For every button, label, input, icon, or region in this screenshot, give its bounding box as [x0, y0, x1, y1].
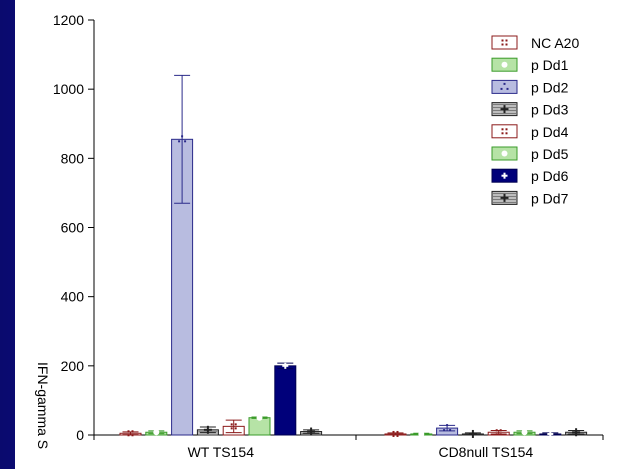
marker-dot	[396, 434, 399, 437]
y-tick-label: 0	[76, 427, 84, 443]
bar-p-dd7-wt	[300, 427, 323, 436]
marker-dot	[505, 132, 508, 135]
marker-bar	[503, 193, 506, 202]
bar-nc-a20-cd8null	[384, 430, 407, 437]
marker-dot	[392, 430, 395, 433]
marker-dot	[446, 424, 449, 427]
marker-dot	[499, 429, 502, 432]
legend-label: p Dd7	[531, 190, 569, 206]
bar-p-dd3-wt	[196, 425, 219, 436]
legend: NC A20 p Dd1 p Dd2 p Dd3 p Dd4 p Dd5 p Dd6 p Dd…	[491, 35, 579, 206]
bars	[119, 74, 588, 438]
bar-nc-a20-wt	[119, 430, 142, 437]
legend-label: p Dd4	[531, 124, 569, 140]
marker-bar	[206, 425, 209, 434]
y-tick-label: 1000	[53, 81, 84, 97]
y-tick-label: 600	[61, 220, 85, 236]
legend-label: p Dd1	[531, 57, 569, 73]
marker-dot	[495, 433, 498, 436]
legend-item-p-dd6: p Dd6	[491, 168, 569, 184]
y-tick-label: 200	[61, 358, 85, 374]
legend-label: p Dd5	[531, 146, 569, 162]
marker-dot	[230, 427, 233, 430]
marker-dot	[181, 135, 184, 138]
marker-dot	[131, 434, 134, 437]
y-axis-title: IFN-gamma S	[35, 362, 51, 449]
marker-dot	[505, 128, 508, 131]
marker-dot	[178, 140, 181, 143]
bar-rect	[491, 124, 518, 139]
marker-dot	[506, 87, 509, 90]
legend-item-p-dd3: p Dd3	[491, 102, 569, 118]
marker-dot	[131, 430, 134, 433]
marker-circle	[256, 414, 263, 421]
marker-dot	[503, 82, 506, 85]
bar-p-dd5-wt	[248, 414, 271, 436]
marker-bar	[503, 105, 506, 114]
marker-circle	[521, 429, 528, 436]
legend-label: NC A20	[531, 35, 579, 51]
bar-p-dd4-wt	[222, 419, 245, 436]
bar-p-dd3-cd8null	[461, 429, 484, 438]
legend-item-nc-a20: NC A20	[491, 35, 579, 51]
marker-dot	[500, 87, 503, 90]
bar-rect	[491, 79, 518, 94]
legend-label: p Dd3	[531, 102, 569, 118]
y-tick-label: 800	[61, 150, 85, 166]
marker-dot	[184, 140, 187, 143]
marker-dot	[501, 39, 504, 42]
axes: 0 200 400 600 800 1000 1200 WT TS154 CD8null TS1…	[53, 12, 604, 460]
x-tick-label: CD8null TS154	[438, 444, 533, 460]
legend-item-p-dd7: p Dd7	[491, 190, 569, 206]
marker-bar	[503, 172, 506, 179]
legend-item-p-dd2: p Dd2	[491, 79, 569, 95]
marker-dot	[505, 43, 508, 46]
marker-dot	[495, 429, 498, 432]
marker-dot	[234, 427, 237, 430]
bar-rect	[491, 35, 518, 50]
bar-p-dd2-cd8null	[436, 424, 459, 436]
y-tick-label: 400	[61, 289, 85, 305]
bar-rect	[274, 365, 297, 436]
legend-item-p-dd1: p Dd1	[491, 57, 569, 73]
bar-p-dd5-cd8null	[513, 429, 536, 436]
plot-panel	[15, 0, 623, 469]
legend-item-p-dd5: p Dd5	[491, 146, 569, 162]
bar-p-dd2-wt	[171, 74, 194, 436]
marker-bar	[575, 428, 578, 437]
marker-dot	[501, 128, 504, 131]
marker-dot	[501, 132, 504, 135]
marker-dot	[127, 434, 130, 437]
y-tick-label: 1200	[53, 12, 84, 28]
marker-dot	[449, 429, 452, 432]
marker-dot	[443, 429, 446, 432]
marker-bar	[471, 429, 474, 438]
marker-dot	[234, 423, 237, 426]
marker-dot	[396, 430, 399, 433]
marker-dot	[127, 430, 130, 433]
bar-p-dd6-cd8null	[539, 430, 562, 437]
marker-circle	[501, 61, 508, 68]
marker-dot	[505, 39, 508, 42]
bar-p-dd4-cd8null	[487, 429, 510, 436]
marker-bar	[310, 427, 313, 436]
marker-bar	[284, 362, 287, 369]
bar-p-dd1-wt	[145, 429, 168, 436]
bar-p-dd6-wt	[274, 362, 297, 436]
marker-circle	[501, 150, 508, 157]
x-tick-label: WT TS154	[188, 444, 255, 460]
legend-item-p-dd4: p Dd4	[491, 124, 569, 140]
bar-p-dd1-cd8null	[410, 430, 433, 437]
marker-dot	[392, 434, 395, 437]
legend-label: p Dd2	[531, 79, 569, 95]
marker-circle	[418, 430, 425, 437]
marker-circle	[153, 429, 160, 436]
bar-p-dd7-cd8null	[565, 428, 588, 437]
marker-dot	[230, 423, 233, 426]
marker-bar	[549, 430, 552, 437]
marker-dot	[501, 43, 504, 46]
legend-label: p Dd6	[531, 168, 569, 184]
marker-dot	[499, 433, 502, 436]
